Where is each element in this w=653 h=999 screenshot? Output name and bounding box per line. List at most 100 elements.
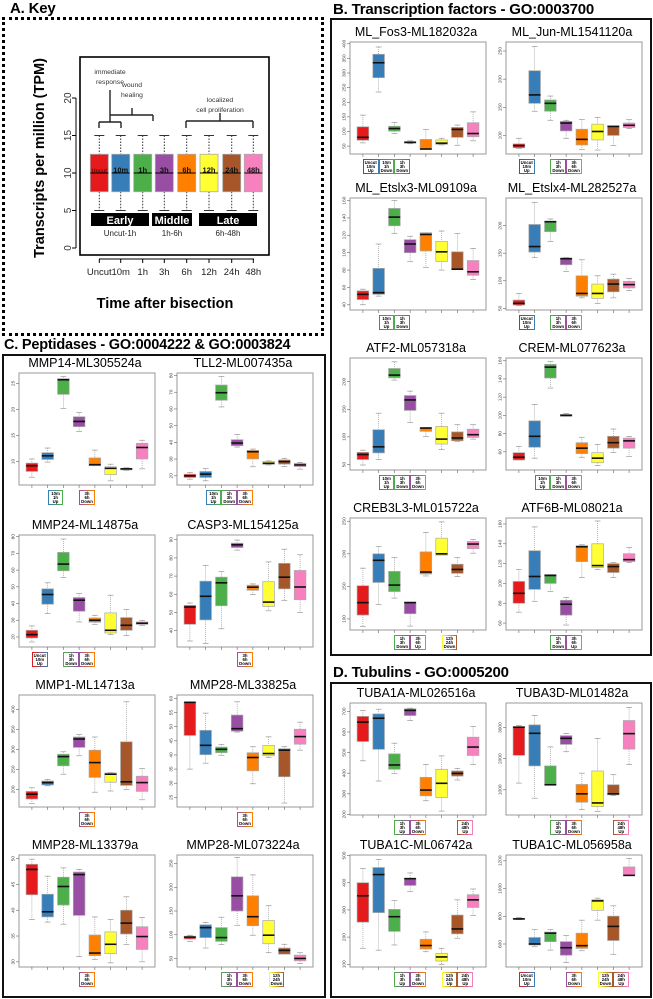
box-48h <box>466 726 480 765</box>
box <box>372 429 385 454</box>
tag-line: Down <box>443 644 456 650</box>
plot-title: TLL2-ML007435a <box>193 356 293 370</box>
tag-line: 10m <box>538 475 547 481</box>
tag-line: Down <box>412 484 424 490</box>
y-tick-label: 80 <box>169 373 175 379</box>
y-tick-label: 80 <box>11 534 17 540</box>
boxplot-casp3-ml154125a: CASP3-ML154125a 40 50 60 70 80 90 3h 6h Down <box>163 518 318 678</box>
box <box>135 926 149 950</box>
phase-range: Uncut-1h <box>104 229 136 238</box>
y-tick-label: 35 <box>11 933 17 939</box>
y-tick-label: 200 <box>498 75 504 83</box>
tag-line: Uncut <box>520 972 533 978</box>
tag-line: 6h <box>84 816 90 822</box>
box <box>120 617 133 631</box>
comparison-tag: 3h 6h Up <box>410 635 426 650</box>
tag-line: 10m <box>522 163 532 169</box>
plot-title: TUBA1C-ML06742a <box>359 838 473 852</box>
y-tick-label: 50 <box>342 143 348 149</box>
tag-line: Down <box>396 324 409 330</box>
plot-title: TUBA3D-ML01482a <box>515 686 629 700</box>
box <box>622 437 636 449</box>
plot-title: TUBA1A-ML026516a <box>356 686 476 700</box>
tag-line: 1h <box>399 315 405 321</box>
y-tick-label: 500 <box>342 851 348 859</box>
tag-line: Down <box>81 981 93 987</box>
box-10m <box>528 715 541 799</box>
tag-line: 6h <box>571 163 577 169</box>
tag-line: Down <box>568 168 580 174</box>
box-12h <box>591 275 604 304</box>
box-Uncut <box>512 569 526 613</box>
comparison-tag: 12h 24h Down <box>597 972 614 987</box>
tag-line: 3h <box>399 824 405 830</box>
plot-title: TUBA1C-ML056958a <box>512 838 632 852</box>
key-y-tick-label: 5 <box>63 207 74 213</box>
boxplot-atf6b-ml08021a: ATF6B-ML08021a 60 80 100 120 140 160 1h 3h Down 3h… <box>492 501 647 661</box>
box-Uncut <box>356 710 370 762</box>
y-tick-label: 20 <box>169 473 175 479</box>
y-tick-label: 140 <box>498 375 504 383</box>
tag-line: 3h <box>555 163 561 169</box>
box-12h <box>104 919 117 964</box>
tag-line: 1h <box>384 319 390 325</box>
plot-frame <box>349 197 487 311</box>
box-24h <box>607 125 620 146</box>
box-6h <box>575 119 589 150</box>
tag-line: Down <box>270 981 283 987</box>
box <box>528 224 541 253</box>
box-48h <box>622 119 636 129</box>
plot-area: 100 150 200 250 <box>498 41 643 157</box>
y-tick-label: 600 <box>342 728 348 736</box>
tag-line: Up <box>36 661 43 667</box>
comparison-tag: Uncut 10m Up <box>31 652 48 667</box>
box <box>607 915 620 941</box>
plot-frame <box>505 357 643 471</box>
box <box>135 775 149 792</box>
comparison-tag: 3h 6h Down <box>237 812 253 827</box>
plot-title: MMP24-ML14875a <box>31 518 139 532</box>
tag-line: Down <box>65 661 78 667</box>
y-tick-label: 1000 <box>498 883 504 894</box>
box-12h <box>104 594 117 635</box>
y-tick-label: 25 <box>11 380 17 386</box>
comparison-tag: 24h 48h Up <box>457 820 474 835</box>
key-y-tick-label: 20 <box>63 92 74 104</box>
box-6h <box>88 916 102 960</box>
box-12h <box>435 755 448 812</box>
y-tick-label: 400 <box>342 769 348 777</box>
y-tick-label: 50 <box>169 724 175 730</box>
box-24h <box>451 124 464 146</box>
tag-line: 3h <box>242 972 248 978</box>
box-6h <box>575 259 589 299</box>
box-Uncut <box>512 917 526 921</box>
box <box>388 753 401 770</box>
phase-bar-middle <box>152 213 192 226</box>
box-12h <box>262 561 275 612</box>
box <box>575 545 589 562</box>
box-3h <box>72 412 86 432</box>
box <box>403 601 417 615</box>
box <box>575 128 589 146</box>
tag-line: Up <box>523 324 530 330</box>
tag-line: 12h <box>272 972 281 978</box>
y-tick-label: 250 <box>11 765 17 773</box>
y-tick-label: 500 <box>342 748 348 756</box>
tag-line: 48h <box>461 976 469 982</box>
box <box>246 895 260 927</box>
box-24h <box>278 943 291 955</box>
y-tick-label: 200 <box>342 377 348 385</box>
tag-line: Down <box>81 821 93 827</box>
tag-line: 1h <box>384 163 390 169</box>
box <box>72 736 86 748</box>
y-tick-label: 700 <box>342 707 348 715</box>
y-tick-label: 35 <box>169 766 175 772</box>
plot-area: 25 30 35 40 45 50 55 60 <box>169 694 314 810</box>
box-6h <box>88 736 102 793</box>
box <box>403 395 417 411</box>
plot-frame <box>176 854 314 968</box>
tag-line: 6h <box>242 976 248 982</box>
y-tick-label: 100 <box>342 615 348 623</box>
box <box>419 776 433 797</box>
box <box>466 894 480 908</box>
